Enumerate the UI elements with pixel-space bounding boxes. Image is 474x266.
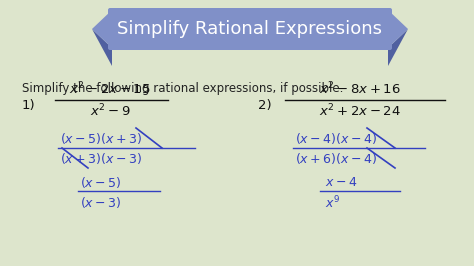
Text: $x-4$: $x-4$ xyxy=(325,176,357,189)
Text: $(x-4)(x-4)$: $(x-4)(x-4)$ xyxy=(295,131,377,146)
Text: 1): 1) xyxy=(22,98,36,111)
Text: $x^9$: $x^9$ xyxy=(325,195,340,211)
Text: $x^2 - 9$: $x^2 - 9$ xyxy=(90,103,130,120)
Text: $(x-5)(x+3)$: $(x-5)(x+3)$ xyxy=(60,131,142,146)
Text: $(x-3)$: $(x-3)$ xyxy=(80,196,121,210)
Polygon shape xyxy=(388,10,408,48)
Text: $(x-5)$: $(x-5)$ xyxy=(80,174,121,189)
Text: $(x+6)(x-4)$: $(x+6)(x-4)$ xyxy=(295,151,377,165)
Polygon shape xyxy=(92,29,112,66)
Text: 2): 2) xyxy=(258,98,272,111)
Polygon shape xyxy=(92,10,112,48)
Text: $(x+3)(x-3)$: $(x+3)(x-3)$ xyxy=(60,151,142,165)
Polygon shape xyxy=(388,29,408,66)
Text: Simplify Rational Expressions: Simplify Rational Expressions xyxy=(118,20,383,38)
Text: $x^2 - 2x - 15$: $x^2 - 2x - 15$ xyxy=(69,80,151,97)
FancyBboxPatch shape xyxy=(108,8,392,50)
Text: $x^2 - 8x + 16$: $x^2 - 8x + 16$ xyxy=(319,80,401,97)
Text: $x^2 + 2x - 24$: $x^2 + 2x - 24$ xyxy=(319,103,401,120)
Text: Simplify the following rational expressions, if possible.: Simplify the following rational expressi… xyxy=(22,82,343,95)
